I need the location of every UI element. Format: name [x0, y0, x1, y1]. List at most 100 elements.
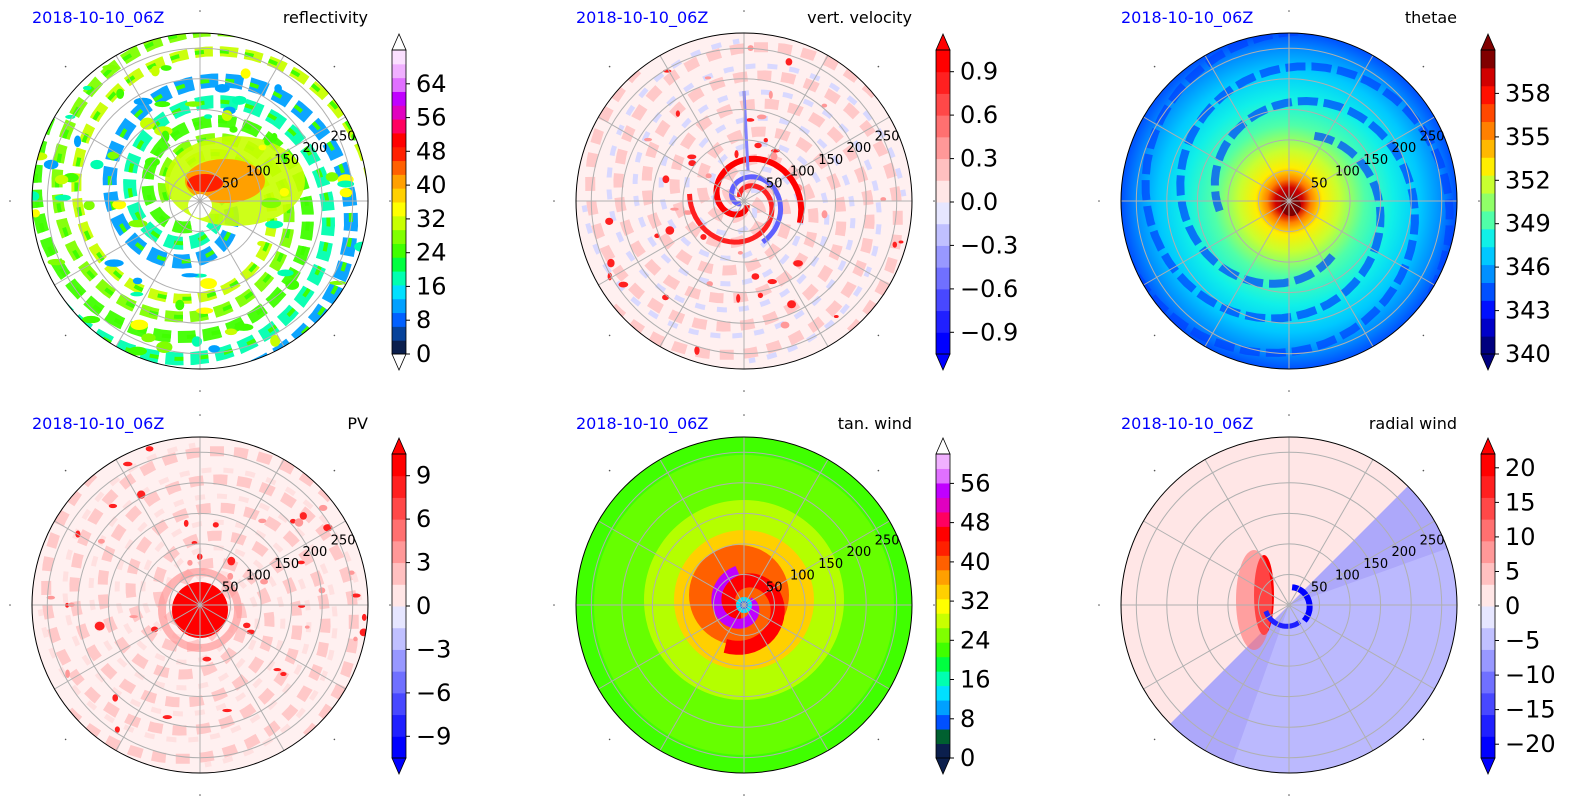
- colorbar-segment: [1481, 736, 1495, 759]
- angle-tick: [608, 65, 611, 68]
- colorbar-segment: [936, 700, 950, 716]
- colorbar-tick-label: −6: [416, 679, 451, 707]
- colorbar-segment: [936, 136, 950, 160]
- colorbar-segment: [392, 119, 406, 134]
- colorbar-segment: [392, 202, 406, 217]
- colorbar-segment: [1481, 50, 1495, 69]
- angle-tick: [608, 469, 611, 472]
- colorbar-segment: [392, 91, 406, 106]
- colorbar-frame: [1480, 49, 1496, 355]
- colorbar-segment: [1481, 246, 1495, 266]
- angle-tick: [1422, 65, 1425, 68]
- angle-tick: [389, 604, 391, 606]
- colorbar-tick-label: 24: [960, 626, 991, 654]
- grid-spoke: [598, 116, 745, 202]
- colorbar-tick-label: 24: [416, 239, 447, 267]
- colorbar-tick-label: 343: [1505, 297, 1551, 325]
- colorbar-segment: [936, 511, 950, 527]
- polar-frame: [31, 436, 369, 774]
- ring-label-250: 250: [875, 130, 900, 145]
- angle-tick: [877, 334, 880, 337]
- grid-spoke: [1288, 200, 1374, 347]
- colorbar-segment: [1481, 103, 1495, 123]
- colorbar-segment: [936, 598, 950, 614]
- angle-tick: [743, 794, 745, 796]
- grid-spoke: [1143, 116, 1290, 202]
- colorbar-segment: [1481, 540, 1495, 564]
- ring-label-250: 250: [875, 534, 900, 549]
- colorbar-segment: [392, 257, 406, 272]
- angle-tick: [1153, 469, 1156, 472]
- colorbar: 340 343 346 349 352 355 358: [1480, 33, 1551, 371]
- colorbar-segment: [936, 729, 950, 745]
- grid-spoke: [199, 459, 285, 606]
- colorbar-segment: [1481, 336, 1495, 355]
- grid-spoke: [115, 200, 201, 347]
- ring-label-250: 250: [331, 534, 356, 549]
- ring-label-50: 50: [222, 176, 239, 191]
- panel-date: 2018-10-10_06Z: [32, 8, 164, 28]
- angle-tick: [877, 738, 880, 741]
- colorbar-segment: [392, 271, 406, 286]
- colorbar-extend-min: [935, 353, 951, 371]
- colorbar-segment: [936, 288, 950, 312]
- colorbar-segment: [392, 312, 406, 327]
- angle-tick: [333, 738, 336, 741]
- colorbar-segment: [936, 569, 950, 585]
- panel-title: radial wind: [1369, 414, 1457, 433]
- colorbar-tick-label: 0.0: [960, 188, 998, 216]
- colorbar-tick-label: 0: [1505, 592, 1520, 620]
- colorbar-tick-label: 0: [416, 592, 431, 620]
- angle-tick: [743, 10, 745, 12]
- colorbar-tick-label: 9: [416, 462, 431, 490]
- colorbar-extend-min: [935, 757, 951, 775]
- grid-spoke: [199, 604, 285, 751]
- angle-tick: [1153, 65, 1156, 68]
- colorbar-tick-label: −5: [1505, 627, 1540, 655]
- polar-frame: [1120, 436, 1458, 774]
- colorbar-segment: [1481, 210, 1495, 230]
- colorbar-segment: [1481, 139, 1495, 158]
- ring-label-150: 150: [1363, 153, 1388, 168]
- ring-label-150: 150: [1363, 557, 1388, 572]
- colorbar-tick-label: 16: [416, 272, 447, 300]
- colorbar-segment: [1481, 454, 1495, 477]
- colorbar-tick-label: 0: [960, 744, 975, 772]
- panel-title: reflectivity: [283, 8, 368, 27]
- colorbar-segment: [936, 555, 950, 571]
- colorbar-tick-label: −9: [416, 722, 451, 750]
- angle-tick: [933, 604, 935, 606]
- angle-tick: [877, 469, 880, 472]
- angle-tick: [64, 334, 67, 337]
- grid-spoke: [659, 55, 745, 202]
- grid-spoke: [115, 604, 201, 751]
- colorbar-segment: [936, 627, 950, 643]
- panel-date: 2018-10-10_06Z: [32, 414, 164, 434]
- angle-tick: [389, 200, 391, 202]
- colorbar-segment: [936, 223, 950, 246]
- colorbar-tick-label: 355: [1505, 123, 1551, 151]
- colorbar-extend-max: [935, 437, 951, 455]
- colorbar-segment: [1481, 649, 1495, 672]
- colorbar-tick-label: 48: [960, 509, 991, 537]
- polar-frame: [575, 436, 913, 774]
- angle-tick: [333, 65, 336, 68]
- colorbar-extend-max: [935, 33, 951, 51]
- colorbar: 0 8 16 24 32 40 48 56: [935, 437, 991, 775]
- grid-spoke: [743, 200, 890, 286]
- ring-label-250: 250: [331, 130, 356, 145]
- angle-tick: [608, 334, 611, 337]
- ring-label-200: 200: [846, 141, 871, 156]
- colorbar-tick-label: −15: [1505, 696, 1556, 724]
- colorbar-segment: [936, 310, 950, 333]
- colorbar-segment: [392, 50, 406, 65]
- colorbar-segment: [936, 613, 950, 629]
- ring-label-150: 150: [274, 153, 299, 168]
- colorbar-segment: [392, 243, 406, 258]
- colorbar-segment: [936, 50, 950, 73]
- ring-label-150: 150: [818, 557, 843, 572]
- colorbar-segment: [936, 526, 950, 542]
- colorbar-segment: [392, 649, 406, 672]
- grid-spoke: [1288, 604, 1435, 690]
